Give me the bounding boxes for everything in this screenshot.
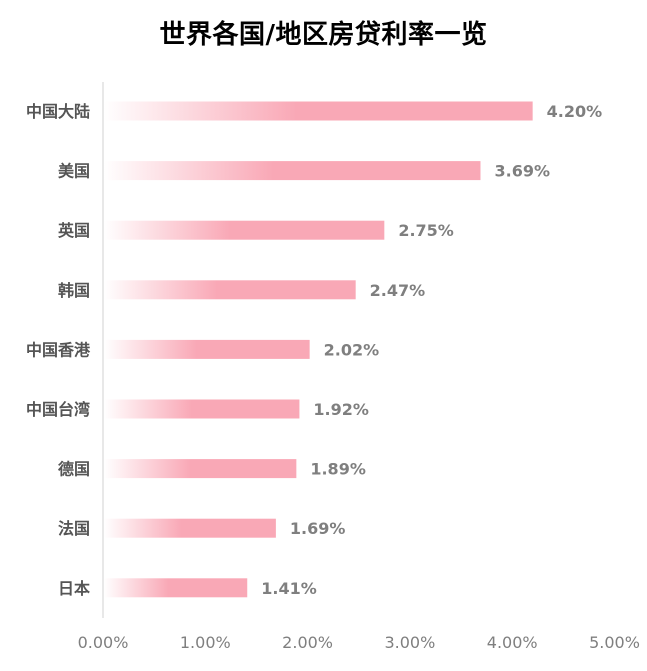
bar-3 xyxy=(104,280,356,300)
category-label: 德国 xyxy=(58,460,90,479)
x-tick-label: 1.00% xyxy=(180,633,231,652)
category-label: 日本 xyxy=(58,579,90,598)
bar-0 xyxy=(104,101,533,121)
bar-1 xyxy=(104,161,481,181)
category-label: 法国 xyxy=(58,519,90,538)
category-label: 中国台湾 xyxy=(26,400,90,419)
bar-4 xyxy=(104,339,310,359)
bar-8 xyxy=(104,578,248,598)
bar-5 xyxy=(104,399,300,419)
data-label: 4.20% xyxy=(547,102,603,121)
x-tick-label: 2.00% xyxy=(282,633,333,652)
bar-2 xyxy=(104,220,385,240)
x-tick-label: 0.00% xyxy=(78,633,129,652)
x-tick-label: 5.00% xyxy=(589,633,640,652)
bar-7 xyxy=(104,518,276,538)
data-label: 1.89% xyxy=(310,460,366,479)
data-label: 2.02% xyxy=(324,340,380,359)
data-label: 1.92% xyxy=(313,400,369,419)
x-tick-label: 3.00% xyxy=(384,633,435,652)
data-label: 2.75% xyxy=(398,221,454,240)
data-label: 1.41% xyxy=(261,579,317,598)
data-label: 2.47% xyxy=(370,281,426,300)
x-tick-label: 4.00% xyxy=(487,633,538,652)
data-label: 1.69% xyxy=(290,519,346,538)
category-label: 中国大陆 xyxy=(26,102,90,121)
bar-6 xyxy=(104,459,297,479)
chart-title: 世界各国/地区房贷利率一览 xyxy=(159,20,488,50)
category-label: 中国香港 xyxy=(26,340,91,359)
data-label: 3.69% xyxy=(494,162,550,181)
category-label: 英国 xyxy=(57,221,90,240)
category-label: 美国 xyxy=(58,162,90,181)
category-label: 韩国 xyxy=(58,281,90,300)
